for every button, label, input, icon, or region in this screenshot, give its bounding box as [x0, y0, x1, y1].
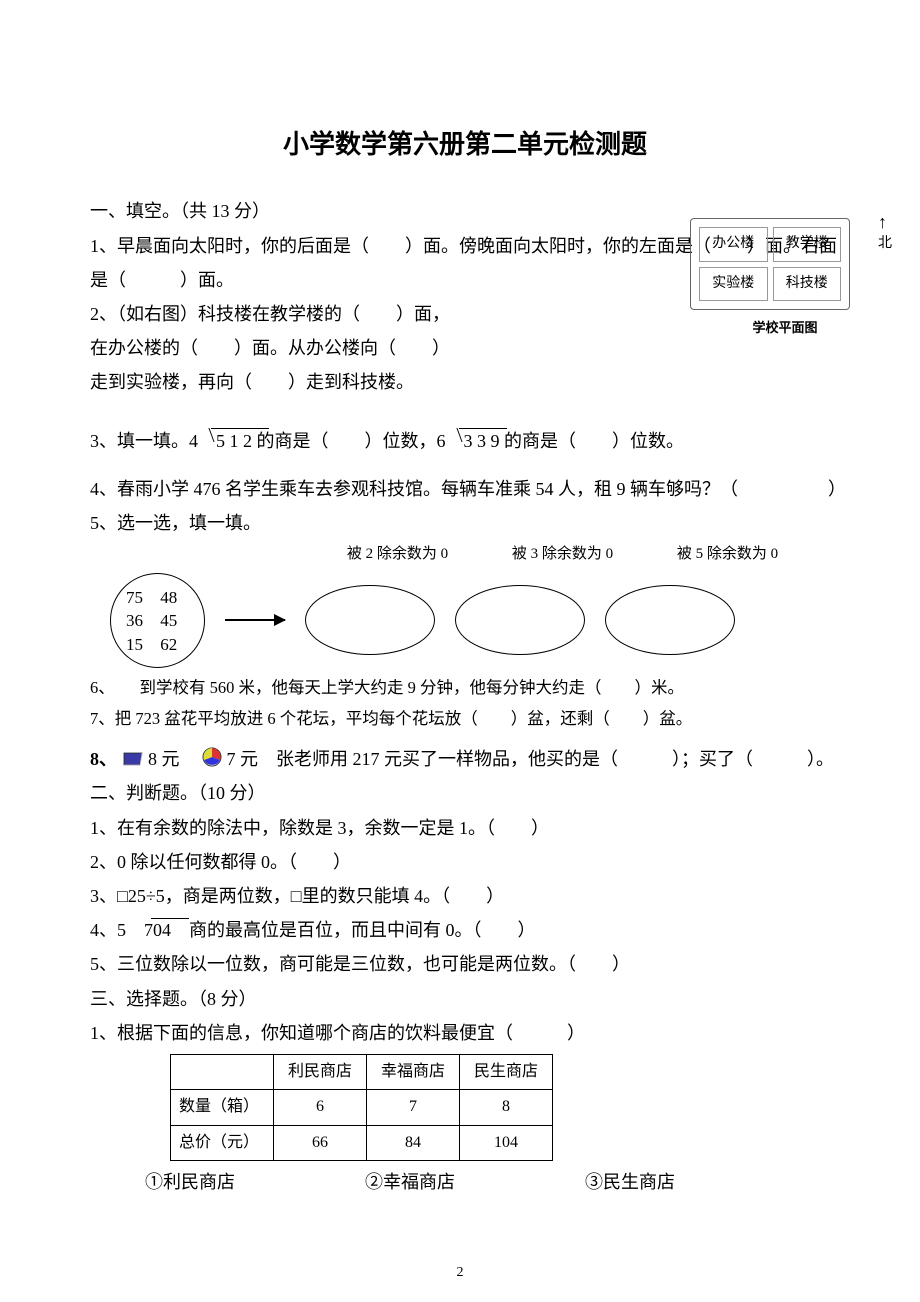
q1-6: 6、 到学校有 560 米，他每天上学大约走 9 分钟，他每分钟大约走（ ）米。 [90, 672, 840, 703]
arrow-right-icon [225, 619, 285, 621]
q5-label: 被 2 除余数为 0 [330, 540, 465, 569]
num: 62 [160, 633, 190, 657]
q5-label: 被 5 除余数为 0 [660, 540, 795, 569]
table-cell: 利民商店 [274, 1054, 367, 1089]
q3-1-choices: ①利民商店 ②幸福商店 ③民生商店 [145, 1165, 840, 1199]
q5-target-oval [305, 585, 435, 655]
q2-4-b: 704 [144, 920, 171, 940]
q5-diagram: 75 48 36 45 15 62 [110, 573, 840, 668]
q1-7: 7、把 723 盆花平均放进 6 个花坛，平均每个花坛放（ ）盆，还剩（ ）盆。 [90, 703, 840, 734]
q5-target-oval [605, 585, 735, 655]
table-cell: 幸福商店 [367, 1054, 460, 1089]
table-row: 总价（元） 66 84 104 [171, 1125, 553, 1160]
north-label: 北 [878, 213, 892, 258]
table-cell: 6 [274, 1090, 367, 1125]
page-title: 小学数学第六册第二单元检测题 [90, 120, 840, 169]
q5-source-circle: 75 48 36 45 15 62 [110, 573, 205, 668]
q8-text-b: 8 元 [148, 749, 198, 769]
q1-8: 8、 8 元 7 元 张老师用 217 元买了一样物品，他买的是（ ）；买了（ … [90, 742, 840, 776]
long-division-symbol [198, 424, 216, 458]
q5-oval-labels: 被 2 除余数为 0 被 3 除余数为 0 被 5 除余数为 0 [330, 540, 840, 569]
choice: ②幸福商店 [365, 1165, 455, 1199]
num: 15 [126, 633, 156, 657]
q3-text-a: 3、填一填。4 [90, 431, 198, 451]
q2-2: 2、0 除以任何数都得 0。（ ） [90, 845, 840, 879]
table-row: 数量（箱） 6 7 8 [171, 1090, 553, 1125]
ball-icon [202, 744, 222, 764]
q1-2-line3: 走到实验楼，再向（ ）走到科技楼。 [90, 365, 840, 399]
store-price-table: 利民商店 幸福商店 民生商店 数量（箱） 6 7 8 总价（元） 66 84 1… [170, 1054, 553, 1161]
page-number: 2 [0, 1260, 920, 1287]
table-cell: 8 [460, 1090, 553, 1125]
q2-4: 4、5 704 商的最高位是百位，而且中间有 0。（ ） [90, 913, 840, 947]
school-plan-diagram: 北 办公楼 教学楼 实验楼 科技楼 学校平面图 [690, 218, 880, 341]
num: 48 [160, 586, 190, 610]
q1-4: 4、春雨小学 476 名学生乘车去参观科技馆。每辆车准乘 54 人，租 9 辆车… [90, 472, 840, 506]
section-3-heading: 三、选择题。（8 分） [90, 982, 840, 1016]
num: 45 [160, 609, 190, 633]
table-cell: 总价（元） [171, 1125, 274, 1160]
table-cell: 84 [367, 1125, 460, 1160]
table-cell: 7 [367, 1090, 460, 1125]
q2-3: 3、□25÷5，商是两位数，□里的数只能填 4。（ ） [90, 879, 840, 913]
q2-5: 5、三位数除以一位数，商可能是三位数，也可能是两位数。（ ） [90, 947, 840, 981]
table-cell: 民生商店 [460, 1054, 553, 1089]
q2-4-c: 商的最高位是百位，而且中间有 0。（ ） [189, 920, 536, 940]
q2-4-a: 4、5 [90, 920, 126, 940]
table-cell: 数量（箱） [171, 1090, 274, 1125]
long-division-symbol: 704 [126, 913, 189, 947]
q5-label: 被 3 除余数为 0 [495, 540, 630, 569]
plan-cell: 科技楼 [773, 267, 842, 302]
long-division-symbol [446, 424, 464, 458]
plan-cell: 办公楼 [699, 227, 768, 262]
q1-5-heading: 5、选一选，填一填。 [90, 506, 840, 540]
choice: ①利民商店 [145, 1165, 235, 1199]
q3-1: 1、根据下面的信息，你知道哪个商店的饮料最便宜（ ） [90, 1016, 840, 1050]
q5-target-oval [455, 585, 585, 655]
plan-caption: 学校平面图 [690, 316, 880, 341]
table-cell [171, 1054, 274, 1089]
q8-text-c: 7 元 张老师用 217 元买了一样物品，他买的是（ ）；买了（ ）。 [227, 749, 835, 769]
num: 75 [126, 586, 156, 610]
choice: ③民生商店 [585, 1165, 675, 1199]
plan-cell: 教学楼 [773, 227, 842, 262]
section-2-heading: 二、判断题。（10 分） [90, 783, 266, 803]
q2-1: 1、在有余数的除法中，除数是 3，余数一定是 1。（ ） [90, 811, 840, 845]
table-cell: 66 [274, 1125, 367, 1160]
q3-text-b: 5 1 2 的商是（ ）位数，6 [216, 431, 446, 451]
q8-text-a: 8、 [90, 749, 117, 769]
plan-cell: 实验楼 [699, 267, 768, 302]
book-icon [122, 749, 144, 767]
q3-text-c: 3 3 9 的商是（ ）位数。 [464, 431, 685, 451]
q1-3: 3、填一填。4 5 1 2 的商是（ ）位数，6 3 3 9 的商是（ ）位数。 [90, 424, 840, 458]
table-cell: 104 [460, 1125, 553, 1160]
num: 36 [126, 609, 156, 633]
